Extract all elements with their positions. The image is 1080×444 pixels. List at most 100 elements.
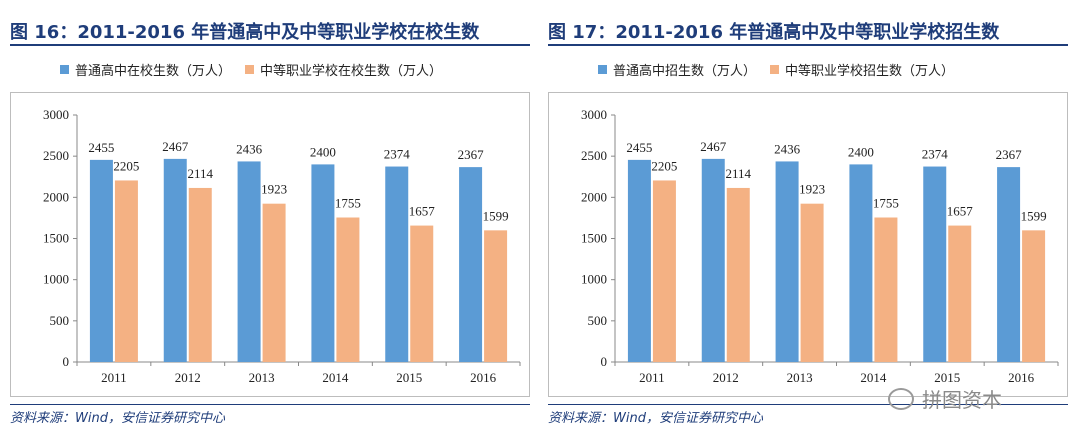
legend-item-series-2: 中等职业学校在校生数（万人） xyxy=(245,60,442,79)
legend-label: 中等职业学校在校生数（万人） xyxy=(260,64,443,79)
y-tick-label: 1500 xyxy=(581,231,607,246)
data-label: 2205 xyxy=(651,158,677,173)
source-note: 资料来源：Wind，安信证券研究中心 xyxy=(10,411,225,426)
y-tick-label: 0 xyxy=(601,354,608,369)
legend-swatch-blue xyxy=(598,65,607,74)
y-tick-label: 3000 xyxy=(43,107,69,122)
watermark: 拼图资本 xyxy=(888,384,1002,413)
bar-series-1 xyxy=(923,166,947,362)
x-tick-label: 2014 xyxy=(860,370,887,385)
x-tick-label: 2011 xyxy=(101,370,127,385)
bar-series-2 xyxy=(800,203,824,362)
bar-series-1 xyxy=(701,158,725,362)
x-tick-label: 2012 xyxy=(175,370,201,385)
legend-item-series-1: 普通高中招生数（万人） xyxy=(598,60,756,79)
data-label: 2436 xyxy=(236,141,263,156)
bar-series-1 xyxy=(775,161,799,362)
data-label: 1599 xyxy=(483,208,509,223)
legend-label: 中等职业学校招生数（万人） xyxy=(785,64,955,79)
data-label: 2114 xyxy=(725,166,751,181)
bar-series-2 xyxy=(652,180,676,362)
chart-frame xyxy=(548,92,1068,397)
chart-legend: 普通高中在校生数（万人） 中等职业学校在校生数（万人） xyxy=(60,60,456,79)
data-label: 2400 xyxy=(848,144,874,159)
chart-legend: 普通高中招生数（万人） 中等职业学校招生数（万人） xyxy=(598,60,968,79)
footer-divider xyxy=(10,404,530,405)
x-tick-label: 2014 xyxy=(322,370,349,385)
legend-label: 普通高中在校生数（万人） xyxy=(75,64,232,79)
data-label: 2455 xyxy=(626,140,652,155)
data-label: 1923 xyxy=(799,182,825,197)
bar-series-1 xyxy=(459,167,483,362)
chart-title: 图 16：2011-2016 年普通高中及中等职业学校在校生数 xyxy=(10,22,480,43)
bar-series-1 xyxy=(237,161,261,362)
data-label: 2114 xyxy=(187,166,213,181)
bar-chart-16: 0 500 1000 1500 2000 2500 3000 2011 2455 2205 2012… xyxy=(43,107,521,385)
y-tick-label: 500 xyxy=(588,313,608,328)
x-tick-label: 2012 xyxy=(713,370,739,385)
x-tick-label: 2013 xyxy=(249,370,275,385)
legend-swatch-orange xyxy=(770,65,780,74)
source-note: 资料来源：Wind，安信证券研究中心 xyxy=(548,411,763,426)
data-label: 2367 xyxy=(458,147,485,162)
bar-series-2 xyxy=(336,217,360,362)
data-label: 1599 xyxy=(1021,208,1047,223)
data-label: 2455 xyxy=(88,140,114,155)
data-label: 1657 xyxy=(409,204,436,219)
y-tick-label: 0 xyxy=(63,354,70,369)
chart-panel-16: 图 16：2011-2016 年普通高中及中等职业学校在校生数 普通高中在校生数… xyxy=(10,0,530,444)
title-divider xyxy=(10,44,530,46)
legend-swatch-orange xyxy=(245,65,255,74)
chart-frame xyxy=(10,92,530,397)
x-tick-label: 2013 xyxy=(787,370,813,385)
data-label: 2467 xyxy=(700,139,727,154)
x-tick-label: 2015 xyxy=(934,370,960,385)
bar-series-2 xyxy=(1022,230,1046,362)
y-tick-label: 2000 xyxy=(581,189,607,204)
bar-series-1 xyxy=(89,159,113,362)
data-label: 2436 xyxy=(774,141,801,156)
y-tick-label: 500 xyxy=(50,313,70,328)
x-tick-label: 2016 xyxy=(470,370,497,385)
legend-label: 普通高中招生数（万人） xyxy=(613,64,757,79)
chart-panel-17: 图 17：2011-2016 年普通高中及中等职业学校招生数 普通高中招生数（万… xyxy=(548,0,1068,444)
data-label: 1755 xyxy=(873,196,899,211)
bar-series-2 xyxy=(114,180,138,362)
bar-series-1 xyxy=(997,167,1021,362)
legend-swatch-blue xyxy=(60,65,69,74)
wechat-icon xyxy=(888,387,914,410)
bar-series-2 xyxy=(726,187,750,362)
bar-series-1 xyxy=(627,159,651,362)
y-tick-label: 1500 xyxy=(43,231,69,246)
y-tick-label: 2500 xyxy=(43,148,69,163)
bar-chart-17: 0 500 1000 1500 2000 2500 3000 2011 2455 2205 2012… xyxy=(581,107,1059,385)
data-label: 2374 xyxy=(384,147,411,162)
footer-divider xyxy=(548,404,1068,405)
y-tick-label: 2000 xyxy=(43,189,69,204)
chart-title: 图 17：2011-2016 年普通高中及中等职业学校招生数 xyxy=(548,22,1000,43)
y-tick-label: 1000 xyxy=(581,272,607,287)
data-label: 2467 xyxy=(162,139,189,154)
data-label: 1657 xyxy=(947,204,974,219)
bar-series-2 xyxy=(188,187,212,362)
y-tick-label: 1000 xyxy=(43,272,69,287)
bar-series-2 xyxy=(410,225,434,362)
data-label: 2374 xyxy=(922,147,949,162)
bar-series-1 xyxy=(311,164,335,362)
data-label: 2367 xyxy=(996,147,1023,162)
bar-series-2 xyxy=(874,217,898,362)
bar-series-2 xyxy=(262,203,286,362)
data-label: 2205 xyxy=(113,158,139,173)
data-label: 2400 xyxy=(310,144,336,159)
x-tick-label: 2011 xyxy=(639,370,665,385)
y-tick-label: 3000 xyxy=(581,107,607,122)
bar-series-1 xyxy=(385,166,409,362)
watermark-text: 拼图资本 xyxy=(922,388,1002,412)
bar-series-2 xyxy=(948,225,972,362)
legend-item-series-1: 普通高中在校生数（万人） xyxy=(60,60,231,79)
x-tick-label: 2015 xyxy=(396,370,422,385)
bar-series-1 xyxy=(163,158,187,362)
bar-series-1 xyxy=(849,164,873,362)
data-label: 1923 xyxy=(261,182,287,197)
legend-item-series-2: 中等职业学校招生数（万人） xyxy=(770,60,954,79)
